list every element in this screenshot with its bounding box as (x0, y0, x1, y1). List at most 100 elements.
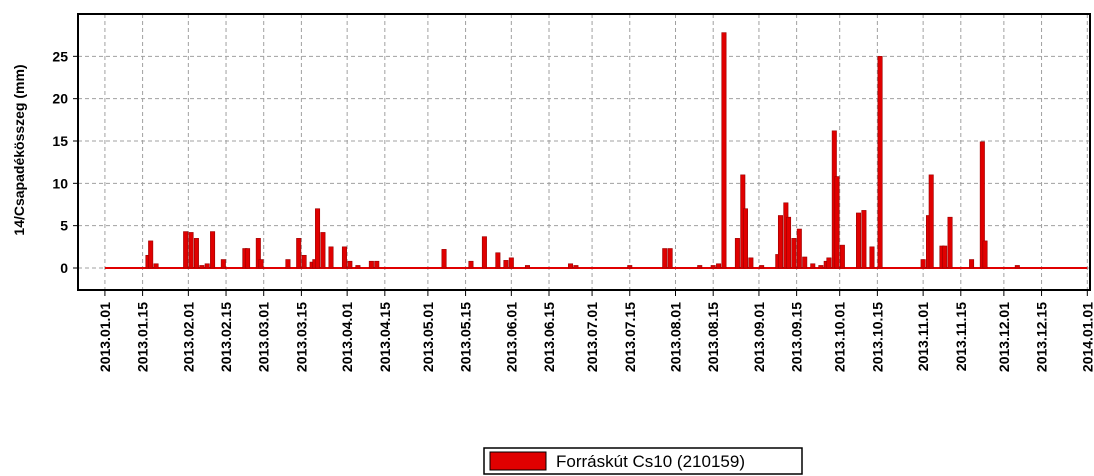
bar (716, 263, 722, 269)
bar (721, 32, 727, 269)
bar (928, 174, 934, 269)
bar (258, 259, 264, 269)
bar (320, 232, 326, 269)
bar (524, 265, 530, 269)
bar (355, 265, 361, 269)
bar (148, 240, 154, 269)
bar (374, 260, 380, 269)
x-tick-label: 2013.07.15 (622, 302, 638, 372)
bar (199, 265, 205, 269)
bar (742, 208, 748, 269)
x-tick-label: 2013.03.01 (256, 302, 272, 372)
x-tick-label: 2013.12.01 (996, 302, 1012, 372)
bar (791, 238, 797, 269)
x-tick-label: 2013.05.01 (420, 302, 436, 372)
bar (347, 260, 353, 269)
bar (204, 263, 210, 269)
bar (979, 141, 985, 269)
bar (296, 238, 302, 269)
bar (508, 257, 514, 269)
x-tick-label: 2013.02.15 (218, 302, 234, 372)
bar (796, 228, 802, 269)
bar (982, 240, 988, 269)
bar (947, 216, 953, 269)
bar (818, 265, 824, 269)
x-tick-label: 2013.04.15 (377, 302, 393, 372)
bar (734, 238, 740, 269)
x-tick-label: 2013.01.01 (97, 302, 113, 372)
bar (802, 256, 808, 269)
bar (1014, 265, 1020, 269)
plot-frame (77, 13, 1091, 291)
bar (759, 265, 765, 269)
bar (468, 260, 474, 269)
bar (834, 176, 840, 269)
x-tick-label: 2013.07.01 (584, 302, 600, 372)
x-tick-label: 2013.11.01 (915, 302, 931, 372)
bar (877, 56, 883, 269)
bar (210, 231, 216, 269)
x-tick-label: 2013.06.01 (503, 302, 519, 372)
bar (748, 257, 754, 269)
legend-swatch (489, 451, 547, 471)
bar (786, 216, 792, 269)
bar (839, 244, 845, 269)
x-tick-label: 2013.06.15 (541, 302, 557, 372)
bar (810, 263, 816, 269)
x-tick-label: 2013.09.01 (751, 302, 767, 372)
x-tick-label: 2013.04.01 (339, 302, 355, 372)
x-tick-label: 2013.05.15 (458, 302, 474, 372)
bar (869, 246, 875, 269)
bar (183, 231, 189, 269)
bar (153, 263, 159, 269)
x-tick-label: 2013.08.15 (705, 302, 721, 372)
x-tick-label: 2013.09.15 (789, 302, 805, 372)
bar (368, 260, 374, 269)
x-tick-label: 2013.03.15 (293, 302, 309, 372)
x-tick-label: 2013.11.15 (953, 302, 969, 372)
bar (255, 238, 261, 269)
x-tick-label: 2013.10.01 (832, 302, 848, 372)
y-tick-label: 10 (52, 175, 68, 191)
bar (710, 265, 716, 269)
bar (920, 259, 926, 269)
bar (285, 259, 291, 269)
bar (573, 265, 579, 269)
bar (861, 210, 867, 269)
x-tick-label: 2014.01.01 (1079, 302, 1094, 372)
bar (495, 252, 501, 269)
y-tick-label: 15 (52, 133, 68, 149)
y-tick-label: 20 (52, 91, 68, 107)
bar (301, 254, 307, 269)
bar (856, 212, 862, 269)
y-tick-label: 5 (60, 218, 68, 234)
bar (662, 248, 668, 269)
bar (667, 248, 673, 269)
x-tick-label: 2013.02.01 (180, 302, 196, 372)
bar (315, 208, 321, 269)
bar (503, 260, 509, 269)
bar (568, 263, 574, 269)
y-tick-label: 25 (52, 48, 68, 64)
y-axis-label: 14/Csapadékösszeg (mm) (11, 64, 27, 235)
y-tick-label: 0 (60, 260, 68, 276)
bar (188, 232, 194, 269)
bar (245, 248, 251, 269)
legend-label: Forráskút Cs10 (210159) (556, 452, 745, 471)
bar (341, 246, 347, 269)
x-tick-label: 2013.12.15 (1034, 302, 1050, 372)
bar (942, 245, 948, 269)
plot-area (78, 14, 1090, 290)
bar (328, 246, 334, 269)
x-tick-label: 2013.08.01 (668, 302, 684, 372)
bar (627, 265, 633, 269)
x-tick-label: 2013.01.15 (135, 302, 151, 372)
bar (441, 249, 447, 269)
x-tick-label: 2013.10.15 (869, 302, 885, 372)
bar (481, 236, 487, 269)
bar (969, 259, 975, 269)
bar (220, 259, 226, 269)
bar (193, 238, 199, 269)
bar (826, 257, 832, 269)
